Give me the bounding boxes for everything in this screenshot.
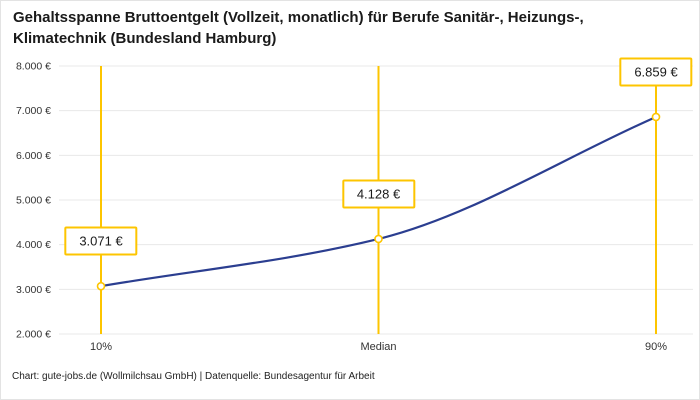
data-point-marker bbox=[374, 234, 383, 244]
y-axis-tick-label: 4.000 € bbox=[16, 239, 51, 251]
y-axis-tick-label: 2.000 € bbox=[16, 329, 51, 341]
x-axis-tick-label: 10% bbox=[90, 341, 112, 353]
y-axis-tick-label: 6.000 € bbox=[16, 150, 51, 162]
chart-source-caption: Chart: gute-jobs.de (Wollmilchsau GmbH) … bbox=[12, 371, 375, 382]
data-point-marker bbox=[651, 112, 661, 122]
value-label: 4.128 € bbox=[341, 179, 416, 209]
x-axis-tick-label: 90% bbox=[645, 341, 667, 353]
value-label: 3.071 € bbox=[64, 226, 138, 256]
page-title: Gehaltsspanne Bruttoentgelt (Vollzeit, m… bbox=[13, 9, 584, 47]
y-axis-tick-label: 3.000 € bbox=[16, 284, 51, 296]
y-axis-tick-label: 8.000 € bbox=[16, 61, 51, 73]
data-point-marker bbox=[96, 281, 106, 291]
y-axis-tick-label: 7.000 € bbox=[16, 105, 51, 117]
x-axis-tick-label: Median bbox=[360, 341, 396, 353]
value-label: 6.859 € bbox=[619, 57, 693, 87]
y-axis-tick-label: 5.000 € bbox=[16, 195, 51, 207]
